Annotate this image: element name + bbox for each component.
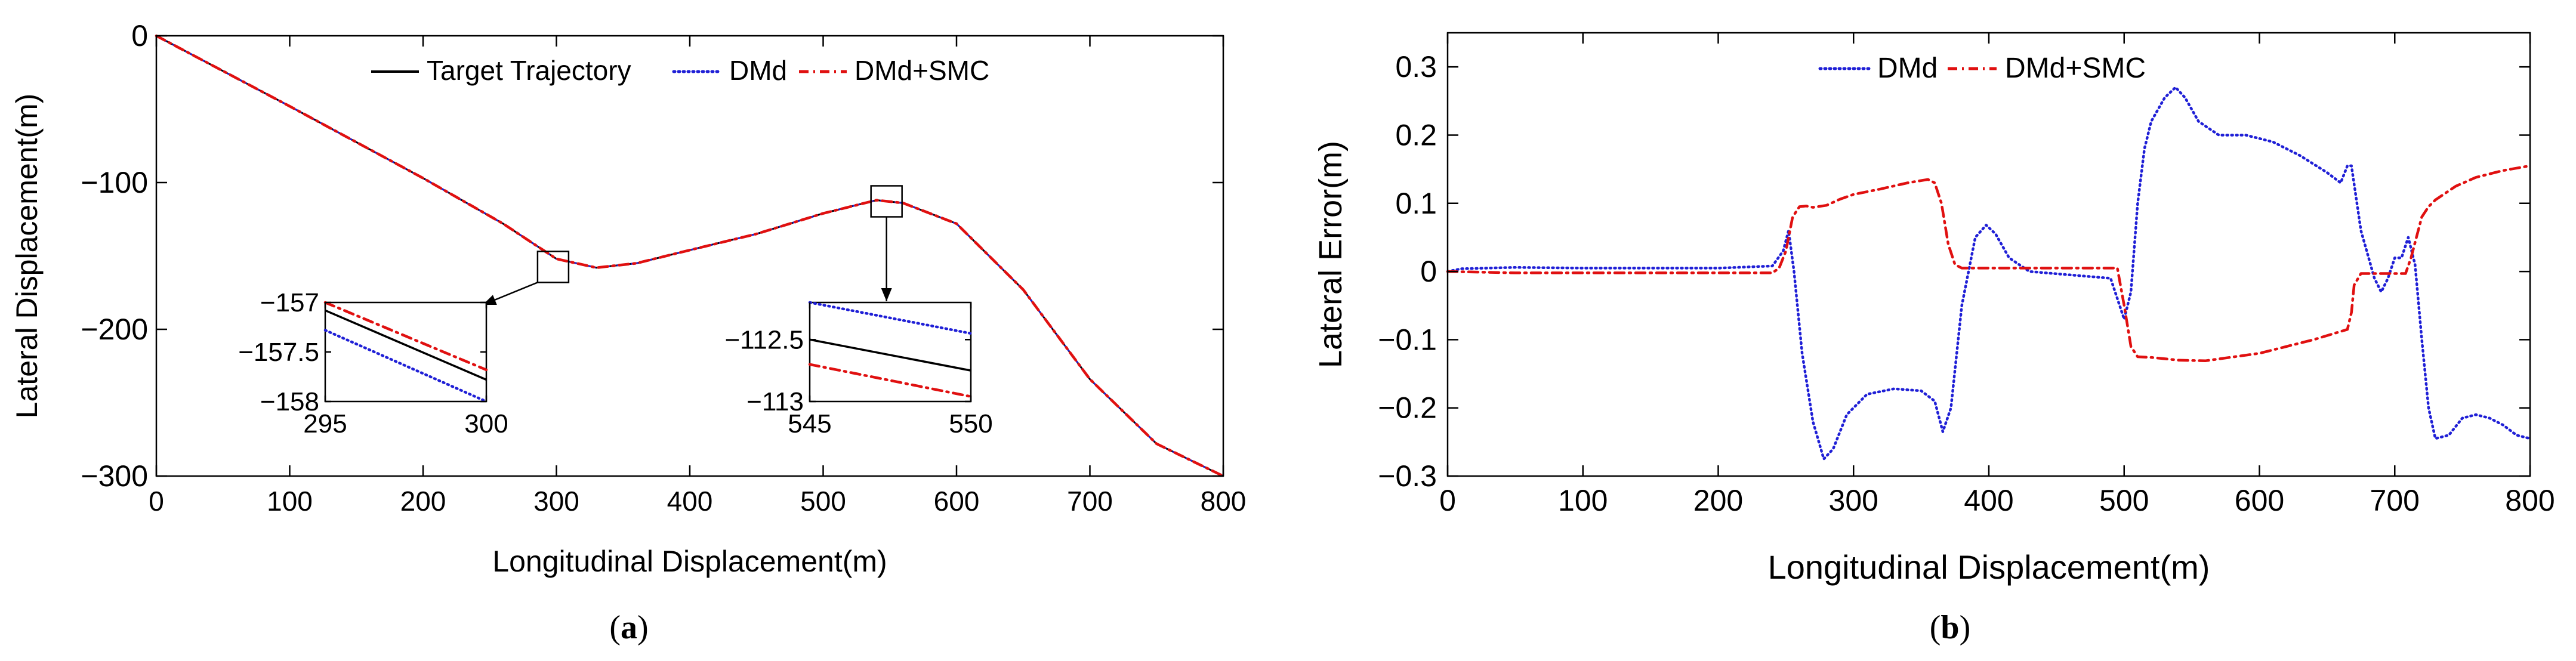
- y-tick-label: −100: [81, 166, 148, 199]
- x-tick-label: 700: [1067, 486, 1113, 517]
- tick-marks: [1446, 33, 2531, 477]
- subfigure-caption: (b): [1930, 609, 1970, 646]
- series-line-dmd-smc: [155, 34, 1225, 478]
- subfigure-caption: (a): [609, 609, 648, 646]
- x-axis-title: Longitudinal Displacement(m): [492, 545, 887, 578]
- y-axis-title: Lateral Displacement(m): [10, 94, 44, 419]
- inset-series-line: [808, 301, 973, 335]
- inset-series-line: [323, 301, 488, 372]
- legend: DMd DMd+SMC: [1818, 52, 2146, 84]
- y-tick-label: −300: [81, 459, 148, 493]
- series-group: [155, 34, 1225, 478]
- x-tick-label: 700: [2370, 484, 2420, 517]
- legend-label: DMd: [1877, 52, 1938, 84]
- x-tick-label: 100: [267, 486, 313, 517]
- inset-frame: [324, 301, 488, 403]
- y-axis-title: Lateral Error(m): [1313, 141, 1349, 368]
- inset-x-tick-label: 300: [464, 409, 508, 438]
- inset-x-tick-label: 550: [949, 409, 992, 438]
- y-tick-label: −0.2: [1378, 391, 1437, 425]
- inset-y-tick-label: −157.5: [238, 338, 319, 367]
- legend: Target Trajectory DMd DMd+SMC: [371, 55, 989, 86]
- inset-plot-1: 295 300 −157 −157.5 −158: [238, 288, 508, 438]
- zoom-arrowhead: [881, 288, 892, 301]
- x-tick-label: 400: [667, 486, 713, 517]
- x-tick-label: 500: [800, 486, 846, 517]
- x-tick-label: 200: [400, 486, 446, 517]
- chart-panel-b: 0 100 200 300 400 500 600 700 800 −0.3 −…: [1313, 32, 2555, 646]
- inset-series-line: [808, 363, 973, 398]
- inset-series-line: [323, 329, 488, 403]
- inset-y-tick-label: −157: [260, 288, 319, 317]
- legend-label: DMd+SMC: [854, 55, 989, 86]
- x-tick-label: 600: [2235, 484, 2284, 517]
- zoom-annotations: [482, 185, 903, 306]
- y-tick-label: 0.3: [1395, 50, 1437, 84]
- inset-x-tick-label: 545: [788, 409, 831, 438]
- inset-ticks: [809, 302, 972, 403]
- legend-label: DMd+SMC: [2005, 52, 2146, 84]
- y-tick-label: −0.3: [1378, 459, 1437, 493]
- y-tick-label: 0.2: [1395, 118, 1437, 152]
- inset-plot-2: 545 550 −112.5 −113: [724, 301, 993, 438]
- y-tick-label: −0.1: [1378, 323, 1437, 356]
- x-tick-label: 0: [149, 486, 164, 517]
- y-tick-label: 0: [131, 19, 148, 52]
- inset-series-line: [325, 309, 487, 381]
- inset-series-line: [809, 338, 971, 372]
- x-tick-label: 100: [1558, 484, 1608, 517]
- zoom-box: [536, 251, 570, 283]
- y-tick-label: 0: [1420, 255, 1437, 288]
- chart-panel-a: 0 100 200 300 400 500 600 700 800 0 −100…: [10, 19, 1246, 646]
- inset-y-tick-label: −112.5: [724, 325, 804, 354]
- inset-y-tick-label: −158: [260, 387, 319, 416]
- y-tick-label: −200: [81, 313, 148, 346]
- inset-x-tick-label: 295: [303, 409, 347, 438]
- inset-y-tick-label: −113: [746, 387, 804, 416]
- x-tick-label: 300: [1829, 484, 1878, 517]
- inset-series: [323, 301, 488, 403]
- series-group: [1446, 86, 2532, 461]
- inset-series: [808, 301, 973, 398]
- tick-marks: [155, 35, 1224, 477]
- x-axis-title: Longitudinal Displacement(m): [1768, 548, 2210, 586]
- x-tick-label: 500: [2099, 484, 2149, 517]
- x-tick-label: 800: [2505, 484, 2555, 517]
- x-tick-label: 400: [1964, 484, 2013, 517]
- legend-label: DMd: [729, 55, 787, 86]
- x-tick-label: 200: [1693, 484, 1743, 517]
- x-tick-label: 300: [533, 486, 579, 517]
- x-tick-label: 800: [1201, 486, 1247, 517]
- x-tick-label: 600: [934, 486, 980, 517]
- legend-label: Target Trajectory: [427, 55, 631, 86]
- y-tick-label: 0.1: [1395, 187, 1437, 220]
- series-line-dmd-smc: [1446, 164, 2532, 363]
- inset-ticks: [324, 301, 488, 403]
- x-tick-label: 0: [1439, 484, 1456, 517]
